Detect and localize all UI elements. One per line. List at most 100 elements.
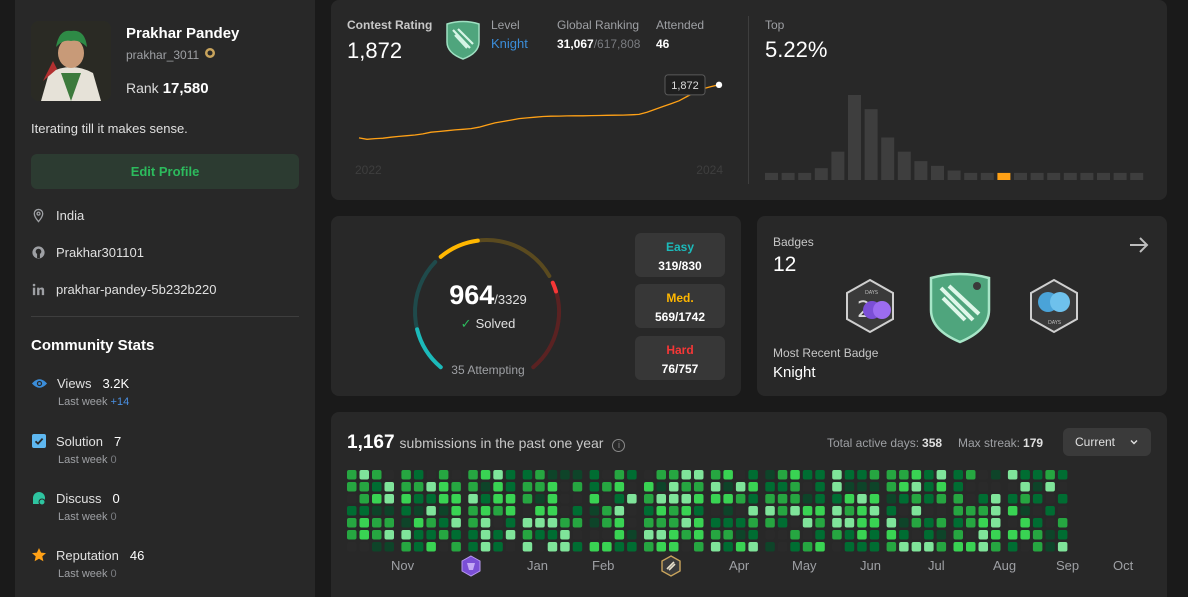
heatmap-cell xyxy=(978,530,988,540)
difficulty-hard[interactable]: Hard 76/757 xyxy=(635,336,725,380)
difficulty-medium[interactable]: Med. 569/1742 xyxy=(635,284,725,328)
github-row[interactable]: Prakhar301101 xyxy=(31,245,144,260)
heatmap-cell xyxy=(522,530,533,540)
stat-value: 7 xyxy=(113,433,122,449)
attended-label: Attended xyxy=(656,18,705,32)
heatmap-cell xyxy=(468,542,478,552)
rating-line-chart[interactable]: 1,872 2022 2024 xyxy=(347,70,727,180)
heatmap-cell xyxy=(669,494,679,504)
heatmap-cell xyxy=(790,494,800,504)
hard-ring-track xyxy=(531,280,561,370)
stat-label: Solution xyxy=(56,433,103,449)
heatmap-cell xyxy=(560,530,570,540)
global-rank: 31,067 xyxy=(557,37,594,51)
heatmap-cell xyxy=(694,542,704,552)
stat-label: Views xyxy=(57,376,92,391)
heatmap-cell xyxy=(832,494,842,504)
heatmap-cell xyxy=(723,494,733,504)
monthly-badge-bronze-icon[interactable] xyxy=(660,555,682,577)
heatmap-cell xyxy=(426,530,436,540)
heatmap-cell xyxy=(359,506,369,516)
attempting-count: 35 Attempting xyxy=(451,363,525,377)
heatmap-cell xyxy=(681,518,691,528)
heatmap-cell xyxy=(669,542,679,552)
avatar[interactable] xyxy=(31,21,111,101)
community-stats-title: Community Stats xyxy=(31,337,155,354)
heatmap-cell xyxy=(644,470,654,480)
heatmap-cell xyxy=(1007,530,1018,540)
heatmap-cell xyxy=(1032,506,1043,516)
days-badge-icon[interactable]: DAYS xyxy=(1027,278,1081,334)
stat-solution: Solution 7 Last week 0 xyxy=(31,433,121,466)
heatmap-cell xyxy=(535,542,545,552)
heatmap-cell xyxy=(401,530,411,540)
stat-discuss: Discuss 0 Last week 0 xyxy=(31,490,120,523)
edit-profile-button[interactable]: Edit Profile xyxy=(31,154,299,189)
heatmap-cell xyxy=(1020,494,1030,504)
heatmap-cell xyxy=(547,530,558,540)
heatmap-cell xyxy=(924,470,934,480)
heatmap-cell xyxy=(656,530,666,540)
heatmap-cell xyxy=(614,542,625,552)
heatmap-cell xyxy=(644,518,654,528)
chevron-down-icon xyxy=(1130,440,1138,445)
linkedin-link[interactable]: prakhar-pandey-5b232b220 xyxy=(56,282,217,297)
heatmap-cell xyxy=(589,530,600,540)
year-select[interactable]: Current xyxy=(1063,428,1151,456)
global-ranking-value: 31,067/617,808 xyxy=(557,37,640,51)
heatmap-cell xyxy=(572,482,583,492)
linkedin-row[interactable]: prakhar-pandey-5b232b220 xyxy=(31,282,216,297)
solved-total: /3329 xyxy=(494,292,527,307)
heatmap-cell xyxy=(572,518,583,528)
heatmap-cell xyxy=(347,470,357,480)
attended-value: 46 xyxy=(656,37,670,51)
arrow-right-icon[interactable] xyxy=(1127,233,1151,257)
heatmap-cell xyxy=(966,542,976,552)
month-label: Nov xyxy=(391,558,415,573)
heatmap-cell xyxy=(656,482,666,492)
heatmap-cell xyxy=(572,506,583,516)
heatmap-cell xyxy=(359,470,369,480)
heatmap-cell xyxy=(359,494,369,504)
monthly-badge-purple-icon[interactable] xyxy=(460,555,482,577)
level-value[interactable]: Knight xyxy=(491,36,528,51)
heatmap-cell xyxy=(451,518,461,528)
month-label: Aug xyxy=(993,558,1017,573)
heatmap-cell xyxy=(735,542,746,552)
heatmap-cell xyxy=(372,482,382,492)
heatmap-cell xyxy=(802,530,813,540)
heatmap-cell xyxy=(844,482,855,492)
days-200-badge-icon[interactable]: 2 DAYS xyxy=(843,278,897,334)
histogram-bar xyxy=(798,172,812,180)
heatmap-cell xyxy=(869,518,880,528)
heatmap-cell xyxy=(815,482,825,492)
heatmap-cell xyxy=(886,530,897,540)
solved-number: 964 xyxy=(449,280,495,310)
last-week-label: Last week xyxy=(58,568,108,580)
heatmap-cell xyxy=(480,518,491,528)
heatmap-cell xyxy=(735,482,746,492)
heatmap-cell xyxy=(1057,494,1068,504)
difficulty-easy[interactable]: Easy 319/830 xyxy=(635,233,725,277)
heatmap-cell xyxy=(899,494,909,504)
heatmap-cell xyxy=(681,530,691,540)
info-icon[interactable]: i xyxy=(612,439,626,452)
heatmap-cell xyxy=(627,530,637,540)
heatmap-cell xyxy=(899,518,909,528)
heatmap-cell xyxy=(522,542,533,552)
rating-histogram[interactable] xyxy=(765,80,1149,182)
histogram-bar xyxy=(897,151,911,180)
heatmap-cell xyxy=(978,482,988,492)
github-link[interactable]: Prakhar301101 xyxy=(56,245,144,260)
heatmap-cell xyxy=(413,518,424,528)
heatmap-cell xyxy=(844,530,855,540)
submission-heatmap[interactable] xyxy=(347,470,1155,554)
stat-label: Discuss xyxy=(56,490,102,506)
solved-progress-ring[interactable] xyxy=(407,234,567,384)
histogram-bar xyxy=(914,161,928,180)
contest-rating-value: 1,872 xyxy=(347,38,403,63)
heatmap-cell xyxy=(372,506,382,516)
rank-label: Rank xyxy=(126,80,159,96)
knight-large-badge-icon[interactable] xyxy=(927,272,993,344)
heatmap-cell xyxy=(1032,518,1043,528)
